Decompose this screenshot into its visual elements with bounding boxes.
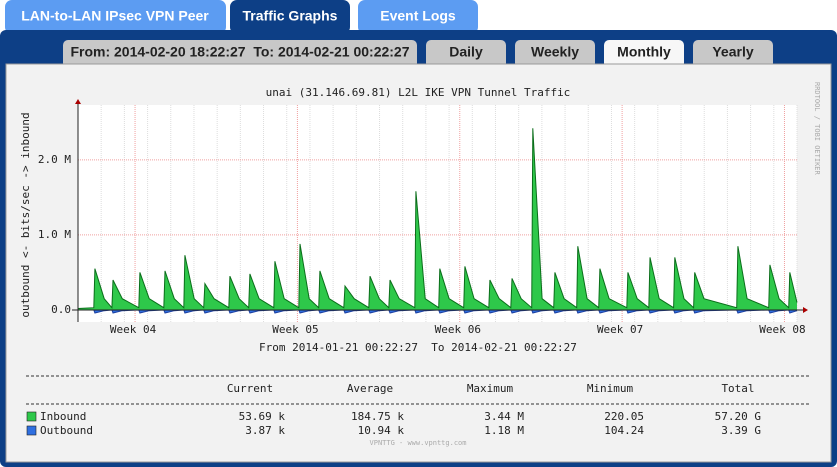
x-tick-label: Week 08 (759, 323, 805, 336)
area-line (77, 128, 798, 309)
period-tab[interactable] (426, 40, 506, 68)
period-tab-label[interactable]: From: 2014-02-20 18:22:27 To: 2014-02-21… (70, 44, 409, 60)
stats-header: Total (721, 382, 754, 395)
period-tab-label[interactable]: Weekly (531, 44, 579, 60)
tab[interactable] (5, 0, 226, 34)
tab-label[interactable]: LAN-to-LAN IPsec VPN Peer (21, 8, 209, 24)
stats-header: Average (347, 382, 393, 395)
watermark: RRDTOOL / TOBI OETIKER (813, 82, 821, 176)
y-tick-label: 2.0 M (38, 153, 71, 166)
legend-swatch (26, 425, 37, 436)
stats-value: 104.24 (604, 424, 644, 437)
tab-label[interactable]: Traffic Graphs (243, 8, 338, 24)
period-tab-label[interactable]: Yearly (712, 44, 753, 60)
period-tab-label[interactable]: Daily (449, 44, 483, 60)
period-tab[interactable] (693, 40, 773, 68)
legend-label: Inbound (40, 410, 86, 423)
stats-value: 1.18 M (484, 424, 524, 437)
stats-value: 57.20 G (715, 410, 761, 423)
legend-label: Outbound (40, 424, 93, 437)
y-axis-label: outbound <- bits/sec -> inbound (19, 112, 32, 317)
y-axis-arrow (75, 99, 81, 104)
period-tab-active[interactable] (604, 40, 684, 68)
chart-title: unai (31.146.69.81) L2L IKE VPN Tunnel T… (266, 86, 571, 99)
x-tick-label: Week 06 (435, 323, 481, 336)
tab[interactable] (358, 0, 478, 34)
chart-subtitle: From 2014-01-21 00:22:27 To 2014-02-21 0… (259, 341, 577, 354)
stats-value: 3.87 k (245, 424, 285, 437)
x-tick-label: Week 05 (272, 323, 318, 336)
stats-value: 10.94 k (358, 424, 405, 437)
area-line (78, 309, 798, 314)
stats-value: 3.44 M (484, 410, 524, 423)
stats-value: 184.75 k (351, 410, 404, 423)
stats-header: Minimum (587, 382, 634, 395)
y-tick-label: 0.0 (51, 303, 71, 316)
x-tick-label: Week 07 (597, 323, 643, 336)
stats-value: 53.69 k (239, 410, 286, 423)
footer: VPNTTG - www.vpnttg.com (370, 439, 467, 447)
y-tick-label: 1.0 M (38, 228, 71, 241)
tab-label[interactable]: Event Logs (380, 8, 456, 24)
stats-header: Current (227, 382, 273, 395)
x-axis-arrow (803, 307, 808, 313)
tab-active[interactable] (230, 0, 350, 34)
legend-swatch (26, 411, 37, 422)
period-tab[interactable] (515, 40, 595, 68)
period-tab-label[interactable]: Monthly (617, 44, 671, 60)
period-tab[interactable] (63, 40, 417, 68)
x-tick-label: Week 04 (110, 323, 157, 336)
stats-value: 3.39 G (721, 424, 761, 437)
stats-header: Maximum (467, 382, 514, 395)
stats-value: 220.05 (604, 410, 644, 423)
